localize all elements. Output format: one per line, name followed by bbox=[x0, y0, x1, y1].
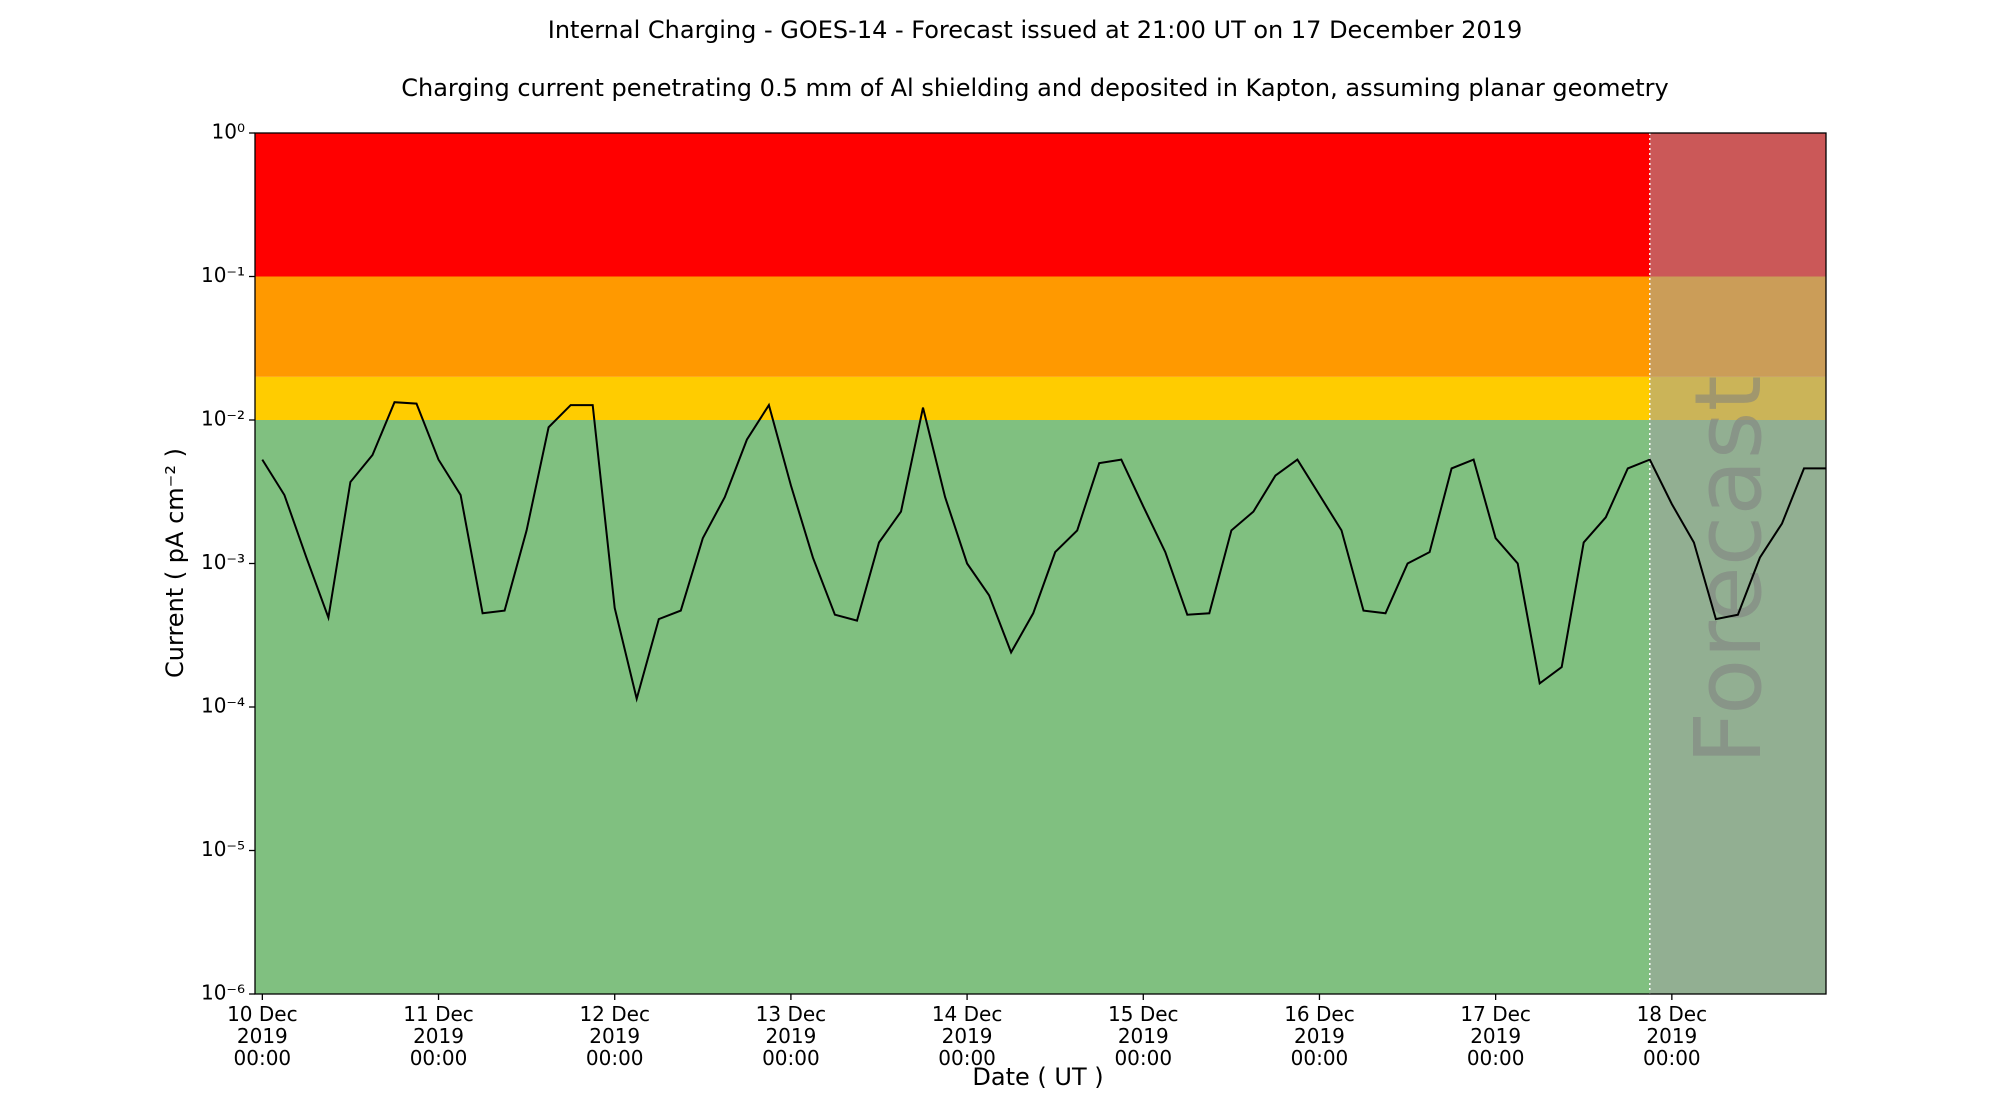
x-tick-label: 12 Dec bbox=[579, 1002, 650, 1026]
x-tick-label: 11 Dec bbox=[403, 1002, 474, 1026]
forecast-shade bbox=[1649, 133, 1826, 994]
x-tick-label: 2019 bbox=[1470, 1024, 1521, 1048]
x-tick-label: 00:00 bbox=[1114, 1046, 1172, 1070]
x-tick-label: 17 Dec bbox=[1460, 1002, 1531, 1026]
y-tick-label: 10⁻⁵ bbox=[201, 837, 245, 861]
y-tick-label: 10⁻² bbox=[201, 407, 245, 431]
y-axis-label: Current ( pA cm⁻² ) bbox=[161, 448, 189, 678]
x-tick-label: 00:00 bbox=[1291, 1046, 1349, 1070]
x-tick-label: 2019 bbox=[1646, 1024, 1697, 1048]
x-tick-label: 2019 bbox=[237, 1024, 288, 1048]
x-tick-label: 00:00 bbox=[762, 1046, 820, 1070]
x-tick-label: 00:00 bbox=[1467, 1046, 1525, 1070]
x-tick-label: 2019 bbox=[589, 1024, 640, 1048]
x-tick-label: 15 Dec bbox=[1108, 1002, 1179, 1026]
x-tick-label: 13 Dec bbox=[756, 1002, 827, 1026]
x-tick-label: 10 Dec bbox=[227, 1002, 298, 1026]
y-tick-label: 10⁻⁴ bbox=[201, 694, 245, 718]
x-tick-label: 2019 bbox=[1294, 1024, 1345, 1048]
x-tick-label: 2019 bbox=[413, 1024, 464, 1048]
x-tick-label: 16 Dec bbox=[1284, 1002, 1355, 1026]
x-tick-label: 00:00 bbox=[1643, 1046, 1701, 1070]
y-tick-label: 10⁰ bbox=[212, 120, 245, 144]
chart-title: Internal Charging - GOES-14 - Forecast i… bbox=[548, 16, 1522, 44]
x-tick-label: 00:00 bbox=[938, 1046, 996, 1070]
x-axis-label: Date ( UT ) bbox=[972, 1063, 1103, 1091]
forecast-label: Forecast bbox=[1675, 375, 1782, 764]
risk-band bbox=[255, 276, 1826, 377]
risk-band bbox=[255, 133, 1826, 277]
x-tick-label: 00:00 bbox=[234, 1046, 292, 1070]
plot-area: Forecast 10⁰ 10⁻¹ 10⁻² 10⁻³ 10⁻⁴ 10⁻⁵ 10⁻⁶10 De… bbox=[201, 120, 1827, 1070]
x-tick-label: 2019 bbox=[765, 1024, 816, 1048]
risk-band bbox=[255, 376, 1826, 420]
x-tick-label: 2019 bbox=[1118, 1024, 1169, 1048]
y-tick-label: 10⁻⁶ bbox=[201, 981, 245, 1005]
y-tick-label: 10⁻³ bbox=[201, 550, 245, 574]
x-tick-label: 18 Dec bbox=[1637, 1002, 1708, 1026]
x-tick-label: 00:00 bbox=[410, 1046, 468, 1070]
y-tick-label: 10⁻¹ bbox=[201, 263, 245, 287]
chart-subtitle: Charging current penetrating 0.5 mm of A… bbox=[401, 74, 1669, 102]
x-tick-label: 14 Dec bbox=[932, 1002, 1003, 1026]
data-line bbox=[261, 401, 1826, 703]
risk-band bbox=[255, 420, 1826, 994]
x-tick-label: 00:00 bbox=[586, 1046, 644, 1070]
x-tick-label: 2019 bbox=[942, 1024, 993, 1048]
